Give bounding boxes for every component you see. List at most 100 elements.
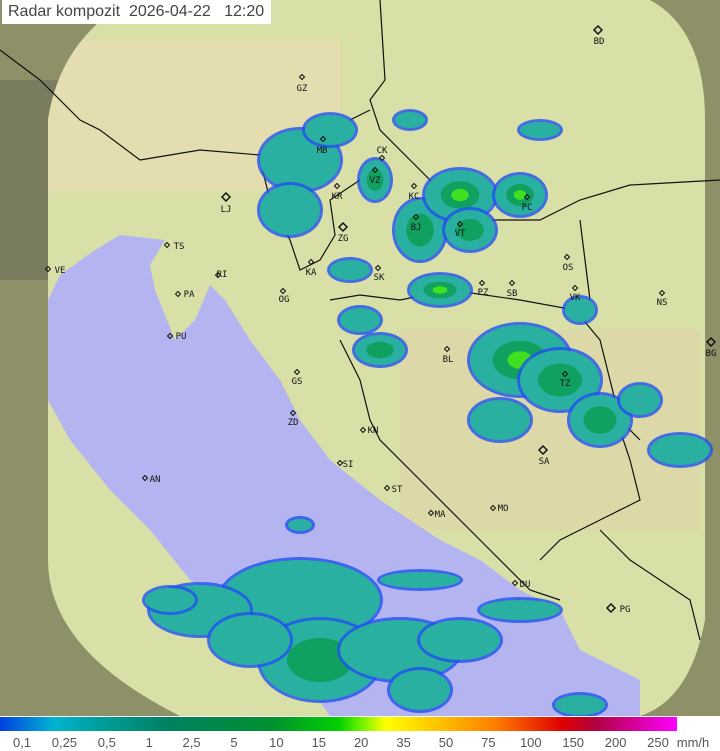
capital-marker-icon (537, 444, 549, 456)
city-vt[interactable]: VT (455, 220, 466, 240)
city-ns[interactable]: NS (657, 289, 668, 309)
city-marker-icon (44, 265, 52, 273)
echo-strong (432, 286, 448, 294)
city-marker-icon (374, 264, 382, 272)
city-ma[interactable]: MA (427, 509, 446, 520)
city-markers: BD GZ MB CK VZ KR KC BJ PC VT LJ ZG TS KA SK OS VE RI PA OG… (44, 24, 717, 615)
city-pg[interactable]: PG (605, 602, 630, 615)
city-bd[interactable]: BD (592, 24, 605, 47)
city-vz[interactable]: VZ (370, 166, 381, 187)
title-date: 2026-04-22 (128, 3, 211, 20)
city-sa[interactable]: SA (537, 444, 550, 467)
scale-value: 20 (353, 735, 369, 750)
city-st[interactable]: ST (383, 484, 403, 495)
city-sb[interactable]: SB (507, 279, 518, 300)
city-ri[interactable]: RI (214, 270, 228, 280)
echo-strong (451, 188, 469, 202)
city-bj[interactable]: BJ (411, 213, 422, 234)
city-label: VZ (370, 176, 381, 186)
city-label: PC (522, 203, 533, 213)
echo-strong (513, 190, 527, 200)
echo-light (380, 572, 460, 588)
city-gs[interactable]: GS (292, 368, 303, 388)
city-zg[interactable]: ZG (337, 221, 349, 244)
echo-light (305, 115, 355, 145)
city-label: SB (507, 289, 518, 299)
echo-moderate (456, 219, 484, 241)
city-pu[interactable]: PU (166, 332, 187, 342)
city-mo[interactable]: MO (489, 504, 509, 514)
city-ck[interactable]: CK (377, 146, 388, 162)
city-os[interactable]: OS (563, 253, 574, 274)
city-label: KC (409, 192, 420, 202)
city-marker-icon (443, 345, 451, 353)
echo-moderate (406, 213, 434, 247)
echo-moderate (287, 638, 353, 682)
city-mb[interactable]: MB (317, 135, 328, 157)
city-zd[interactable]: ZD (288, 409, 299, 429)
echo-light (565, 298, 595, 322)
city-label: TS (174, 242, 185, 252)
scale-unit: mm/h (676, 735, 710, 750)
city-bl[interactable]: BL (443, 345, 454, 366)
city-label: VE (55, 266, 66, 276)
city-marker-icon (383, 484, 391, 492)
city-kn[interactable]: KN (359, 426, 379, 436)
city-marker-icon (511, 579, 519, 587)
city-an[interactable]: AN (141, 474, 161, 485)
echo-light (480, 600, 560, 620)
adriatic-sea (48, 235, 640, 716)
city-pc[interactable]: PC (522, 193, 533, 214)
city-vk[interactable]: VK (570, 284, 581, 304)
city-lj[interactable]: LJ (220, 191, 232, 215)
city-marker-icon (141, 474, 149, 482)
city-label: DU (520, 580, 531, 590)
city-kc[interactable]: KC (409, 182, 420, 203)
city-label: PU (176, 332, 187, 342)
echo-light (260, 185, 320, 235)
capital-marker-icon (605, 602, 617, 614)
city-label: LJ (221, 205, 232, 215)
city-label: OG (279, 295, 290, 305)
city-og[interactable]: OG (279, 287, 290, 306)
city-marker-icon (523, 193, 531, 201)
map-title: Radar kompozit 2026-04-22 12:20 (2, 0, 272, 24)
city-ve[interactable]: VE (44, 265, 66, 276)
city-marker-icon (658, 289, 666, 297)
city-si[interactable]: SI (336, 459, 354, 470)
city-bg[interactable]: BG (705, 336, 717, 359)
city-marker-icon (478, 279, 486, 287)
city-label: ST (392, 485, 403, 495)
scale-value: 35 (396, 735, 411, 750)
city-ka[interactable]: KA (306, 258, 317, 279)
city-marker-icon (378, 154, 386, 162)
capital-marker-icon (220, 191, 232, 203)
city-marker-icon (307, 258, 315, 266)
capital-marker-icon (337, 221, 349, 233)
city-pz[interactable]: PZ (478, 279, 489, 299)
capital-marker-icon (705, 336, 717, 348)
city-label: BD (594, 37, 605, 47)
city-marker-icon (333, 182, 341, 190)
echo-light (620, 385, 660, 415)
scale-value: 15 (311, 735, 327, 750)
echo-moderate (366, 169, 384, 191)
city-label: ZD (288, 418, 299, 428)
city-marker-icon (163, 241, 171, 249)
city-label: MB (317, 146, 328, 156)
scale-value: 2,5 (182, 735, 201, 750)
city-label: KA (306, 268, 317, 278)
radar-map[interactable]: BD GZ MB CK VZ KR KC BJ PC VT LJ ZG TS KA SK OS VE RI PA OG… (0, 0, 720, 716)
city-gz[interactable]: GZ (297, 73, 308, 95)
scale-value: 75 (481, 735, 496, 750)
city-tz[interactable]: TZ (560, 370, 571, 390)
scale-value: 150 (562, 735, 585, 750)
city-pa[interactable]: PA (174, 290, 195, 300)
echo-light (470, 400, 530, 440)
city-du[interactable]: DU (511, 579, 531, 590)
city-marker-icon (289, 409, 297, 417)
city-ts[interactable]: TS (163, 241, 185, 252)
city-marker-icon (489, 504, 497, 512)
city-kr[interactable]: KR (332, 182, 343, 203)
city-sk[interactable]: SK (374, 264, 385, 284)
